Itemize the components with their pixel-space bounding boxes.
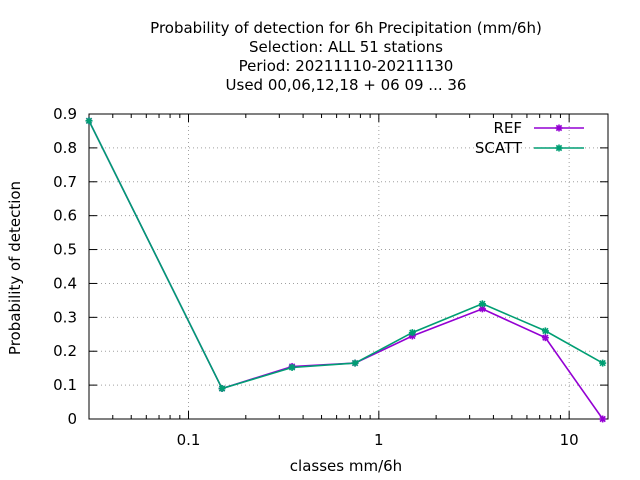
y-tick-label: 0.6: [53, 207, 77, 225]
data-point-scatt: [288, 363, 296, 371]
y-tick-label: 0.4: [53, 274, 77, 292]
data-point-scatt: [408, 329, 416, 337]
x-axis-label: classes mm/6h: [290, 457, 402, 475]
y-tick-label: 0.3: [53, 308, 77, 326]
series-line-scatt: [88, 120, 604, 390]
data-point-scatt: [541, 327, 549, 335]
y-axis-label: Probability of detection: [6, 181, 24, 355]
x-tick-label: 0.1: [177, 431, 201, 449]
x-tick-label: 10: [560, 431, 579, 449]
data-point-scatt: [351, 359, 359, 367]
series-scatt: [85, 117, 607, 392]
title-line-1: Probability of detection for 6h Precipit…: [150, 19, 542, 37]
data-point-scatt: [85, 117, 93, 125]
y-tick-label: 0: [67, 410, 77, 428]
legend: REF SCATT: [475, 119, 584, 157]
y-tick-label: 0.7: [53, 173, 77, 191]
legend-marker-scatt: [555, 144, 563, 152]
y-tick-label: 0.5: [53, 241, 77, 259]
data-point-scatt: [218, 385, 226, 392]
data-point-ref: [599, 415, 607, 423]
data-series: [85, 117, 607, 423]
y-tick-label: 0.2: [53, 342, 77, 360]
legend-label-scatt: SCATT: [475, 139, 523, 157]
y-tick-label: 0.1: [53, 376, 77, 394]
legend-label-ref: REF: [493, 119, 522, 137]
series-line-ref: [88, 120, 604, 420]
x-tick-label: 1: [374, 431, 384, 449]
data-point-scatt: [599, 359, 607, 367]
data-point-ref: [478, 305, 486, 313]
chart-title: Probability of detection for 6h Precipit…: [150, 19, 542, 94]
axis-ticks: 0 0.1 0.2 0.3 0.4 0.5 0.6 0.7 0.8 0.9 0.1 1 10: [53, 105, 608, 449]
data-point-ref: [541, 334, 549, 342]
data-point-scatt: [478, 300, 486, 308]
y-tick-label: 0.8: [53, 139, 77, 157]
title-line-2: Selection: ALL 51 stations: [249, 38, 443, 56]
title-line-3: Period: 20211110-20211130: [239, 57, 454, 75]
title-line-4: Used 00,06,12,18 + 06 09 ... 36: [226, 76, 467, 94]
plot-area-frame: [88, 113, 609, 420]
x-minor-ticks: [112, 114, 561, 419]
legend-marker-ref: [555, 124, 563, 132]
grid: [89, 114, 608, 419]
y-tick-label: 0.9: [53, 105, 77, 123]
